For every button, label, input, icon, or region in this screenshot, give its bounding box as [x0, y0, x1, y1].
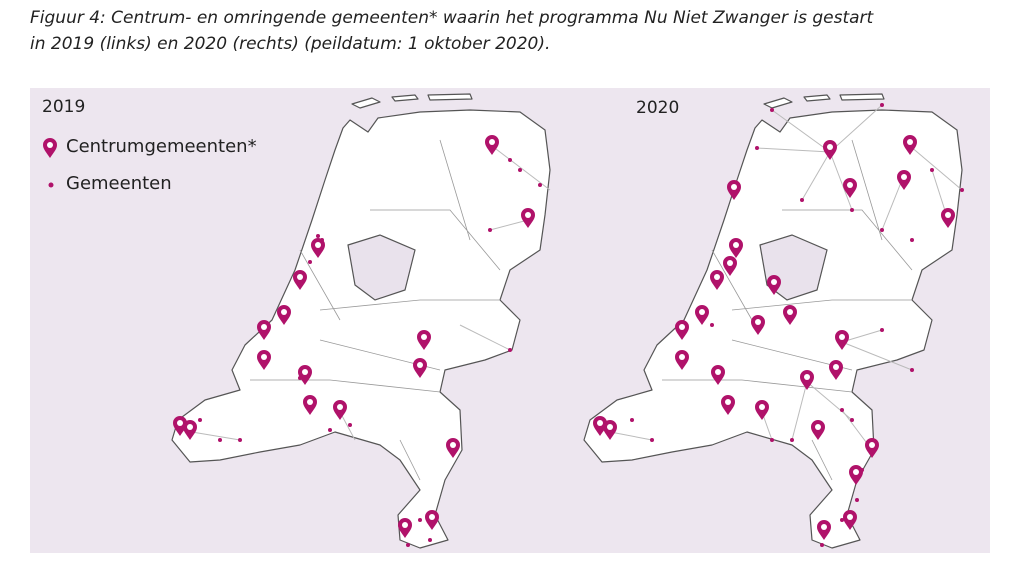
legend-label: Gemeenten: [66, 173, 172, 194]
legend-label: Centrumgemeenten*: [66, 136, 257, 157]
legend-dot: [48, 182, 54, 188]
caption-line: in 2019 (links) en 2020 (rechts) (peilda…: [30, 34, 551, 54]
map-2020: [583, 93, 964, 549]
panel-year: 2019: [42, 97, 85, 117]
map-2019: [171, 93, 551, 549]
panel-year: 2020: [636, 98, 679, 118]
caption-line: Figuur 4: Centrum- en omringende gemeent…: [30, 8, 874, 28]
